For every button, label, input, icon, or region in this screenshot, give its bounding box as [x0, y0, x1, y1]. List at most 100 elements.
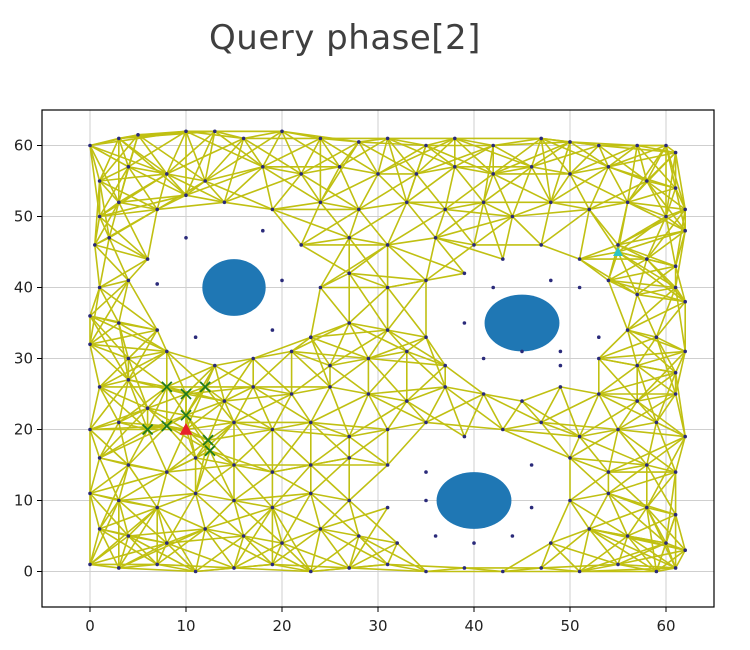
roadmap-edge [309, 421, 389, 431]
roadmap-node [673, 264, 678, 269]
y-tick-label: 0 [23, 563, 33, 581]
roadmap-edge [540, 208, 591, 246]
roadmap-node [309, 569, 313, 574]
roadmap-node [289, 349, 294, 354]
roadmap-node [88, 342, 92, 347]
roadmap-edge [194, 492, 235, 502]
roadmap-node [654, 569, 659, 574]
roadmap-edge [607, 144, 639, 168]
roadmap-edge [578, 428, 619, 438]
roadmap-edge [214, 364, 254, 388]
roadmap-edge [645, 506, 658, 573]
roadmap-node [347, 434, 352, 439]
roadmap-edge [89, 286, 101, 346]
roadmap-node [424, 470, 428, 474]
roadmap-edge [626, 513, 677, 537]
roadmap-node [107, 236, 111, 240]
roadmap-edge [645, 180, 687, 232]
roadmap-edge [597, 393, 619, 431]
roadmap-edge [166, 364, 216, 388]
roadmap-edge [223, 166, 264, 204]
roadmap-edge [444, 386, 485, 395]
roadmap-edge [578, 563, 619, 573]
roadmap-edge [626, 286, 677, 331]
roadmap-edge [348, 400, 408, 438]
roadmap-edge [185, 414, 235, 424]
roadmap-edge [108, 201, 120, 239]
roadmap-edge [482, 393, 504, 431]
roadmap-node [88, 143, 92, 148]
roadmap-edge [194, 492, 206, 530]
roadmap-edge [204, 386, 235, 424]
roadmap-edge [626, 329, 639, 367]
roadmap-node [673, 285, 678, 290]
roadmap-edge [319, 173, 379, 204]
roadmap-node [683, 434, 687, 439]
roadmap-edge [511, 215, 543, 246]
roadmap-edge [549, 528, 591, 544]
roadmap-edge [425, 386, 447, 424]
roadmap-node [635, 363, 639, 368]
roadmap-edge [444, 208, 475, 246]
roadmap-edge [89, 315, 130, 360]
roadmap-edge [118, 386, 168, 424]
roadmap-edge [357, 141, 379, 175]
roadmap-edge [118, 464, 130, 502]
roadmap-edge [127, 378, 149, 431]
roadmap-node [385, 505, 390, 510]
roadmap-edge [559, 386, 600, 395]
roadmap-node [136, 133, 140, 137]
roadmap-node [165, 470, 169, 474]
roadmap-node [510, 534, 515, 538]
roadmap-edge [434, 237, 475, 246]
roadmap-edge [98, 378, 130, 388]
roadmap-edge [89, 378, 130, 431]
roadmap-edge [348, 457, 389, 466]
roadmap-edge [242, 137, 303, 175]
roadmap-node [117, 321, 121, 325]
roadmap-edge [569, 428, 619, 459]
roadmap-edge [386, 137, 456, 168]
roadmap-node [261, 165, 265, 169]
roadmap-edge [549, 499, 571, 544]
roadmap-edge [636, 393, 677, 402]
roadmap-edge [300, 237, 351, 246]
roadmap-edge [204, 357, 254, 388]
roadmap-edge [242, 535, 312, 573]
roadmap-edge [405, 400, 466, 438]
roadmap-edge [118, 137, 187, 196]
roadmap-edge [309, 457, 351, 495]
roadmap-edge [98, 425, 168, 459]
roadmap-edge [271, 492, 312, 509]
roadmap-edge [329, 322, 351, 367]
roadmap-edge [386, 563, 466, 569]
roadmap-node [453, 136, 457, 141]
roadmap-node [577, 285, 582, 290]
roadmap-edge [98, 173, 168, 182]
roadmap-node [568, 456, 572, 460]
roadmap-edge [578, 393, 600, 438]
roadmap-edge [607, 151, 677, 168]
roadmap-node [318, 200, 323, 205]
roadmap-edge [511, 166, 533, 218]
roadmap-node [683, 548, 687, 552]
roadmap-edge [89, 322, 120, 346]
roadmap-edge [386, 286, 427, 339]
page-title: Query phase[2] [209, 18, 481, 58]
roadmap-node [385, 243, 390, 247]
roadmap-edge [386, 400, 408, 431]
roadmap-edge [405, 400, 427, 424]
roadmap-edge [166, 542, 235, 569]
roadmap-edge [569, 435, 581, 459]
roadmap-edge [463, 393, 485, 438]
roadmap-edge [569, 173, 591, 211]
roadmap-node [481, 356, 486, 361]
roadmap-node [568, 172, 572, 176]
roadmap-edge [348, 563, 389, 569]
roadmap-edge [578, 435, 610, 473]
roadmap-node [529, 505, 534, 510]
roadmap-node [606, 491, 611, 496]
roadmap-node [299, 172, 304, 176]
roadmap-edge [415, 144, 495, 175]
